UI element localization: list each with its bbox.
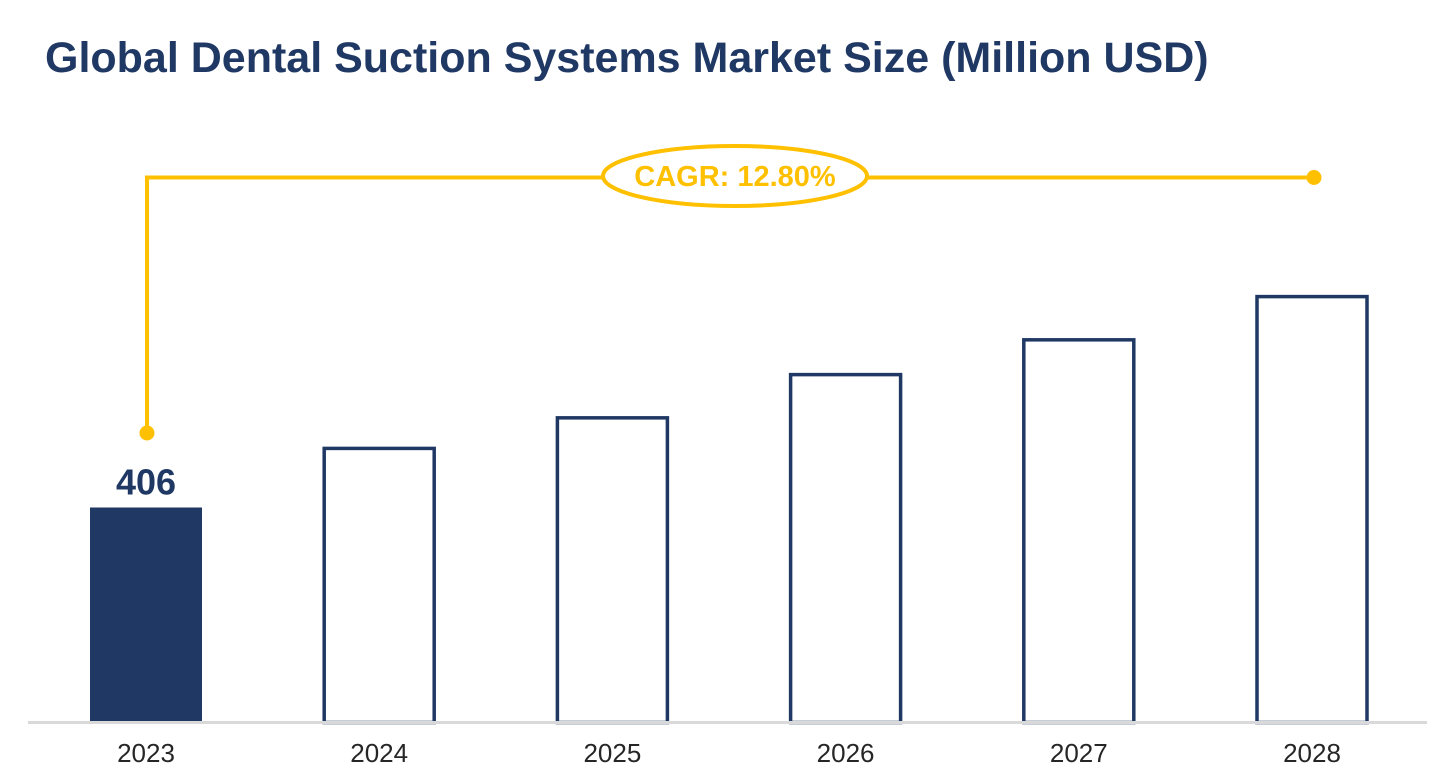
- bar-2028: [1255, 294, 1369, 725]
- cagr-connector-line: [145, 175, 1314, 433]
- x-tick-label-2026: 2026: [817, 738, 875, 768]
- x-tick-label-2023: 2023: [117, 738, 175, 768]
- chart-title: Global Dental Suction Systems Market Siz…: [45, 34, 1209, 82]
- bar-2024: [322, 446, 436, 725]
- bar-value-label-2023: 406: [116, 462, 176, 503]
- connector-dot-left: [139, 425, 155, 441]
- cagr-label: CAGR: 12.80%: [634, 161, 836, 193]
- x-tick-label-2024: 2024: [350, 738, 408, 768]
- x-tick-label-2025: 2025: [583, 738, 641, 768]
- x-tick-label-2028: 2028: [1283, 738, 1341, 768]
- bar-2027: [1022, 338, 1136, 725]
- bar-2023: [90, 507, 202, 724]
- bar-2026: [788, 372, 903, 725]
- connector-dot-right: [1306, 170, 1322, 185]
- cagr-ellipse: [601, 144, 869, 208]
- x-tick-label-2027: 2027: [1050, 738, 1108, 768]
- bar-2025: [555, 416, 670, 725]
